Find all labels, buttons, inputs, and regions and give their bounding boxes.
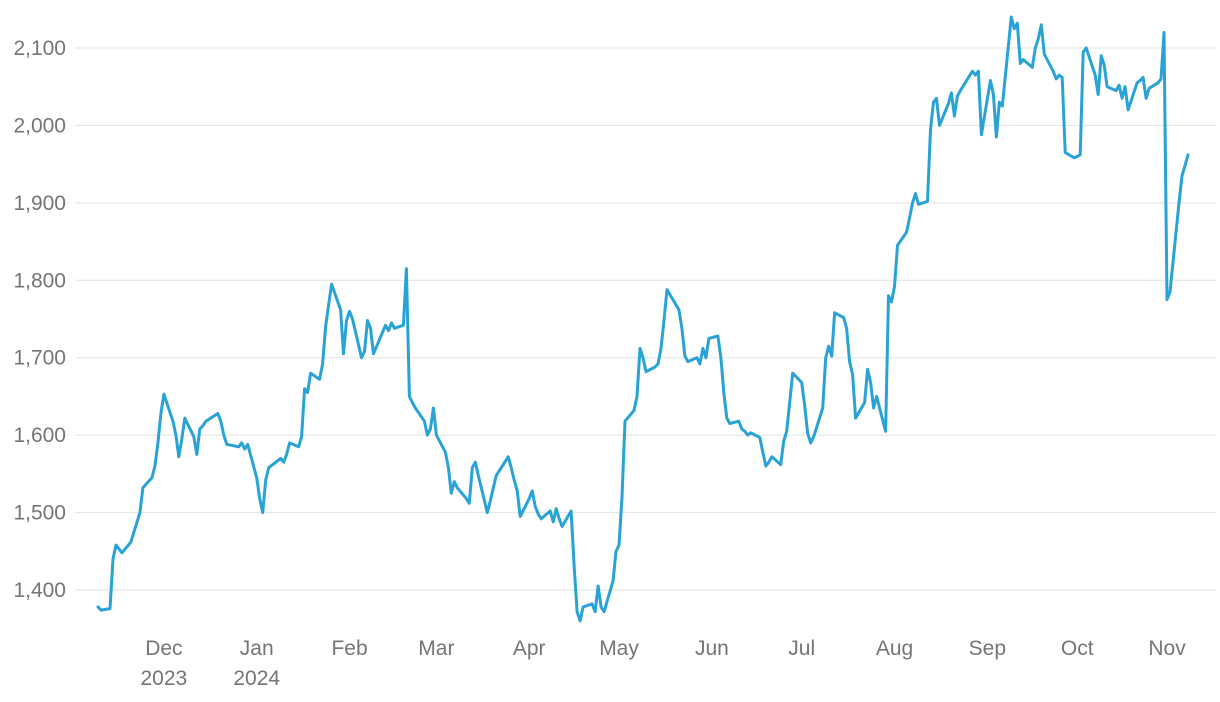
x-axis-tick-label: Nov bbox=[1148, 637, 1186, 660]
y-axis-tick-label: 1,500 bbox=[13, 502, 66, 525]
y-axis-tick-label: 1,400 bbox=[13, 579, 66, 602]
x-axis-tick-label: Jul bbox=[788, 637, 815, 660]
y-axis-tick-label: 1,800 bbox=[13, 269, 66, 292]
x-axis-tick-label: Aug bbox=[876, 637, 913, 660]
x-axis-tick-label: Sep bbox=[969, 637, 1006, 660]
x-axis-year-label: 2024 bbox=[233, 667, 280, 690]
x-axis-tick-label: Feb bbox=[331, 637, 367, 660]
x-axis-year-label: 2023 bbox=[141, 667, 188, 690]
y-axis-tick-label: 2,100 bbox=[13, 37, 66, 60]
y-axis-tick-label: 1,600 bbox=[13, 424, 66, 447]
price-line-series bbox=[96, 15, 1190, 623]
y-axis-tick-label: 1,900 bbox=[13, 192, 66, 215]
x-axis-tick-label: Mar bbox=[418, 637, 454, 660]
x-axis-tick-label: Jun bbox=[695, 637, 729, 660]
x-axis-tick-label: Oct bbox=[1061, 637, 1094, 660]
x-axis-tick-label: May bbox=[599, 637, 639, 660]
y-axis-tick-label: 1,700 bbox=[13, 347, 66, 370]
y-axis-tick-label: 2,000 bbox=[13, 114, 66, 137]
x-axis-tick-label: Dec bbox=[145, 637, 182, 660]
x-axis-tick-label: Apr bbox=[513, 637, 546, 660]
x-axis-tick-label: Jan bbox=[240, 637, 274, 660]
